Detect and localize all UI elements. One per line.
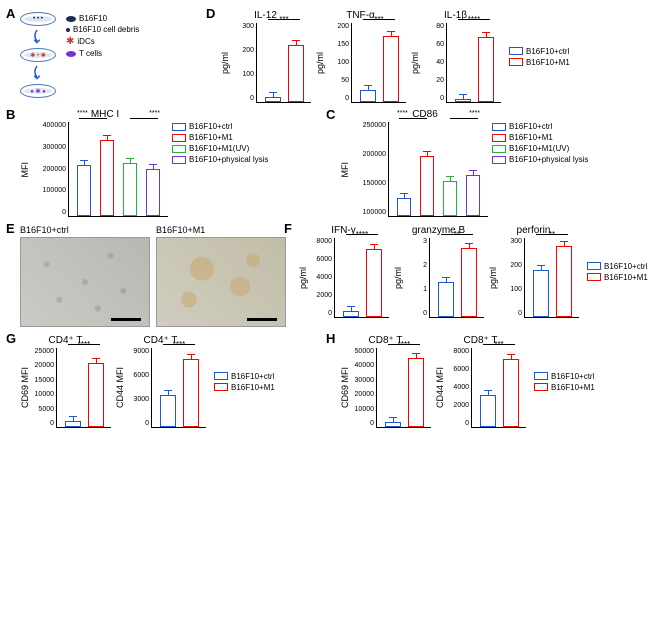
legend-b: B16F10+ctrlB16F10+M1B16F10+M1(UV)B16F10+…	[172, 122, 268, 164]
panel-label-g: G	[6, 331, 16, 346]
panel-label-d: D	[206, 6, 215, 21]
legend-a: B16F10 B16F10 cell debris ✱iDCs T cells	[66, 14, 139, 98]
panel-label-h: H	[326, 331, 335, 346]
panel-f-charts: IFN-γ pg/ml 80006000400020000**** granzy…	[298, 223, 648, 318]
micro-image-m1: B16F10+M1	[156, 225, 286, 327]
panel-label-a: A	[6, 6, 15, 21]
legend-c: B16F10+ctrlB16F10+M1B16F10+M1(UV)B16F10+…	[492, 122, 588, 164]
diagram-a: • • • ✱ • ✱ ● ✱ ●	[20, 12, 56, 98]
panel-label-b: B	[6, 107, 15, 122]
panel-label-e: E	[6, 221, 15, 236]
chart-b: 4000003000002000001000000********	[68, 122, 168, 217]
panel-label-f: F	[284, 221, 292, 236]
panel-label-c: C	[326, 107, 335, 122]
ylabel-c: MFI	[340, 162, 350, 178]
panel-h-charts: CD8⁺ T CD69 MFI 500004000030000200001000…	[340, 333, 642, 428]
ylabel-b: MFI	[20, 162, 30, 178]
panel-d-charts: IL-12 pg/ml 3002001000*** TNF-α pg/ml 20…	[220, 8, 642, 103]
panel-g-charts: CD4⁺ T CD69 MFI 250002000015000100005000…	[20, 333, 328, 428]
micro-image-ctrl: B16F10+ctrl	[20, 225, 150, 327]
chart-c: 250000200000150000100000********	[388, 122, 488, 217]
